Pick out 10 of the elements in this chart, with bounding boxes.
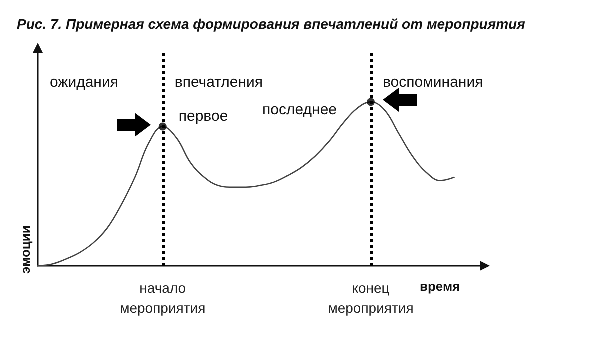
text: воспоминания bbox=[383, 74, 484, 91]
x-axis-title: время bbox=[420, 279, 460, 294]
chart-title: Рис. 7. Примерная схема формирования впечатлений от мероприятия bbox=[17, 16, 526, 32]
text: впечатления bbox=[174, 74, 264, 91]
annotation: первое bbox=[178, 108, 228, 126]
x-tick-label: конец мероприятия bbox=[328, 280, 414, 316]
x-tick-label: начало мероприятия bbox=[120, 280, 206, 316]
text: ожидания bbox=[50, 74, 118, 91]
annotation: последнее bbox=[262, 102, 337, 119]
y-axis-title: эмоции bbox=[18, 226, 33, 274]
